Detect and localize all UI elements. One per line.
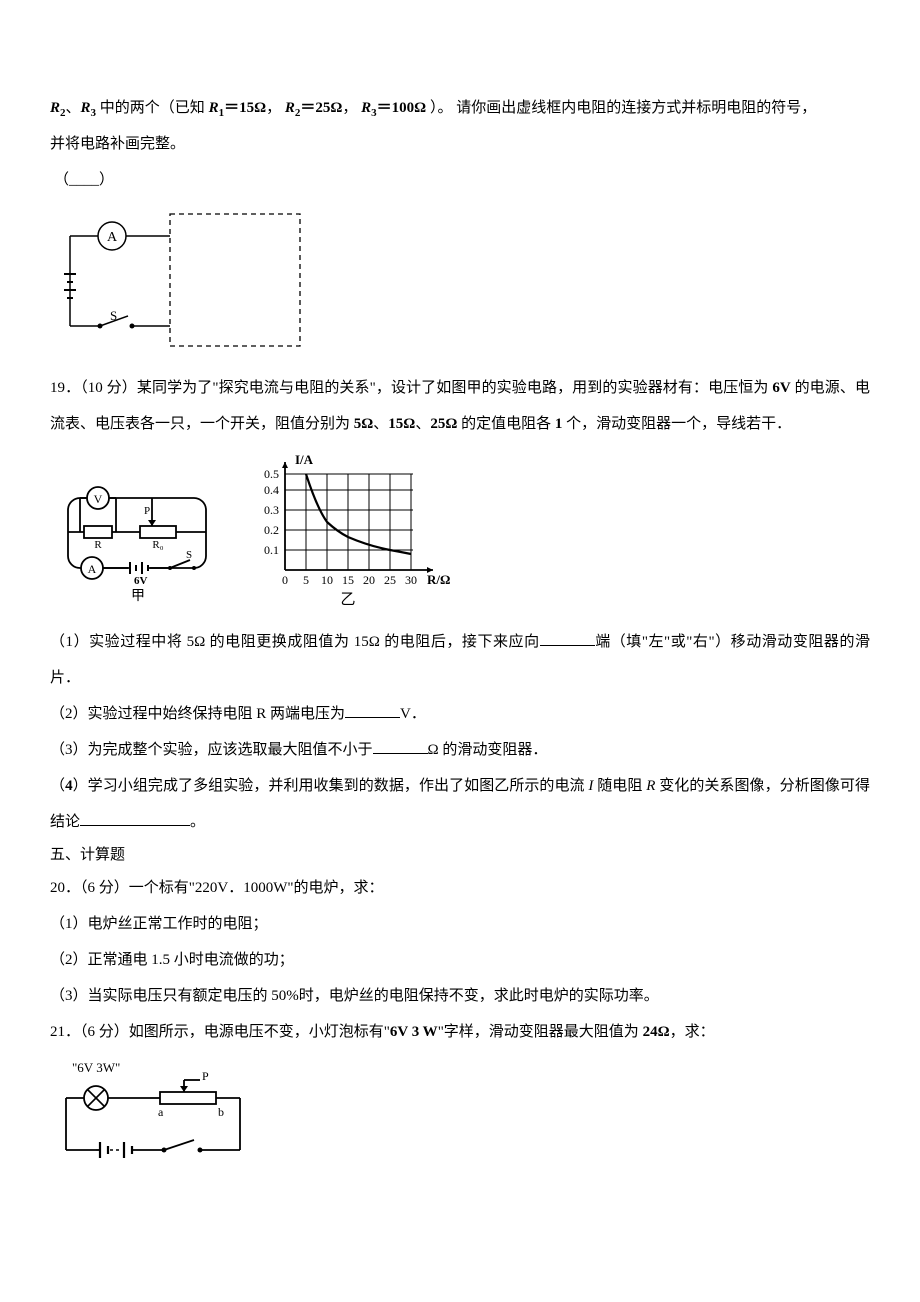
r2-sym: R [50,100,60,116]
svg-text:S: S [110,308,117,323]
q18-paren: （____） [54,162,870,198]
svg-text:R/Ω: R/Ω [427,572,450,587]
q20-head: 20．（6 分）一个标有"220V．1000W"的电炉，求： [50,870,870,906]
q21-circuit-figure: "6V 3W" P a b [50,1058,870,1168]
svg-text:0.5: 0.5 [264,467,279,481]
q19-chart-svg: 0.1 0.2 0.3 0.4 0.5 0 5 10 15 20 25 30 I… [243,450,453,610]
svg-text:10: 10 [321,573,333,587]
q19-figures: V R P R₀ A S 6V [60,450,870,610]
q20-p3: （3）当实际电压只有额定电压的 50%时，电炉丝的电阻保持不变，求此时电炉的实际… [50,978,870,1014]
svg-text:R₀: R₀ [152,539,163,551]
svg-text:0: 0 [282,573,288,587]
q19-head: 19．（10 分）某同学为了"探究电流与电阻的关系"，设计了如图甲的实验电路，用… [50,370,870,442]
svg-text:P: P [144,505,150,517]
svg-text:S: S [186,549,192,561]
svg-text:15: 15 [342,573,354,587]
svg-text:5: 5 [303,573,309,587]
q21-circuit-svg: "6V 3W" P a b [50,1058,260,1168]
svg-text:I/A: I/A [295,452,314,467]
q18-intro: R2、R3 中的两个（已知 R1＝15Ω， R2＝25Ω， R3＝100Ω ）。… [50,90,870,126]
svg-text:6V: 6V [134,575,148,587]
q19-p2: （2）实验过程中始终保持电阻 R 两端电压为V． [50,696,870,732]
svg-text:V: V [94,492,103,506]
q18-tail: ）。 请你画出虚线框内电阻的连接方式并标明电阻的符号， [430,100,816,116]
lamp-label-text: "6V 3W" [72,1060,120,1075]
svg-text:乙: 乙 [340,592,355,608]
q19-p1: （1）实验过程中将 5Ω 的电阻更换成阻值为 15Ω 的电阻后，接下来应向端（填… [50,624,870,696]
q19-p4: （4）学习小组完成了多组实验，并利用收集到的数据，作出了如图乙所示的电流 I 随… [50,768,870,840]
svg-text:0.1: 0.1 [264,543,279,557]
q20-p1: （1）电炉丝正常工作时的电阻； [50,906,870,942]
svg-text:P: P [202,1069,209,1083]
q18-circuit-figure: A S [50,206,870,356]
q19-circuit-svg: V R P R₀ A S 6V [60,480,215,610]
svg-text:25: 25 [384,573,396,587]
q18-line2: 并将电路补画完整。 [50,126,870,162]
section-5-title: 五、计算题 [50,840,870,870]
q18-circuit-svg: A S [50,206,310,356]
svg-text:20: 20 [363,573,375,587]
svg-text:R: R [94,539,102,551]
svg-text:A: A [88,562,97,576]
svg-text:A: A [107,230,118,245]
q21-head: 21．（6 分）如图所示，电源电压不变，小灯泡标有"6V 3 W"字样，滑动变阻… [50,1014,870,1050]
svg-text:b: b [218,1105,224,1119]
svg-text:0.4: 0.4 [264,483,279,497]
svg-text:a: a [158,1105,164,1119]
svg-text:0.3: 0.3 [264,503,279,517]
q19-p3: （3）为完成整个实验，应该选取最大阻值不小于Ω 的滑动变阻器． [50,732,870,768]
svg-text:甲: 甲 [131,589,145,604]
svg-text:30: 30 [405,573,417,587]
svg-text:0.2: 0.2 [264,523,279,537]
q20-p2: （2）正常通电 1.5 小时电流做的功； [50,942,870,978]
